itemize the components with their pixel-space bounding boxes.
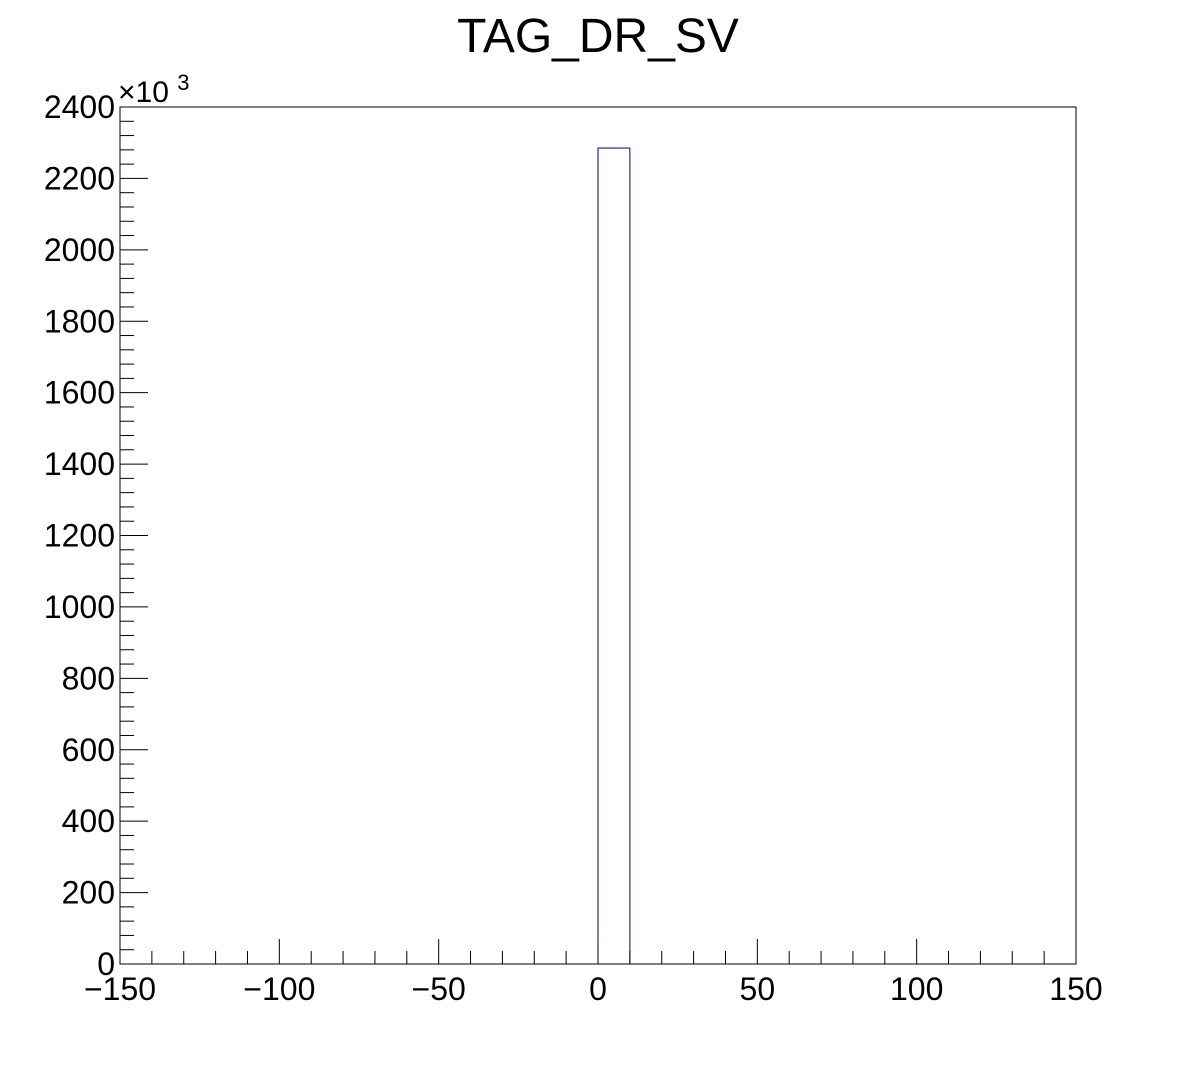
y-tick-label-800: 800 [62,660,115,696]
plot-frame [119,106,1077,965]
y-tick-label-1600: 1600 [44,375,115,411]
x-axis-ticks [119,939,1077,964]
y-tick-label-1800: 1800 [44,303,115,339]
x-axis-tick-labels: −150 −100 −50 0 50 100 150 [84,971,1103,1007]
y-tick-label-400: 400 [62,803,115,839]
chart-title: TAG_DR_SV [457,10,739,63]
y-tick-label-200: 200 [62,875,115,911]
y-tick-label-1000: 1000 [44,589,115,625]
x-tick-label--150: −150 [84,971,156,1007]
y-tick-label-2200: 2200 [44,160,115,196]
y-axis-exponent-base: ×10 [118,76,169,109]
histogram-bar-0 [597,147,631,965]
y-tick-label-2000: 2000 [44,232,115,268]
y-tick-label-0: 0 [97,946,115,982]
x-tick-label--50: −50 [412,971,466,1007]
x-tick-label-0: 0 [589,971,607,1007]
y-tick-label-1400: 1400 [44,446,115,482]
y-axis-exponent-label: ×10 3 [118,70,189,109]
bars-layer [597,147,631,965]
y-axis-exponent-power: 3 [177,70,189,95]
y-tick-label-1200: 1200 [44,518,115,554]
x-tick-label--100: −100 [243,971,315,1007]
x-tick-label-100: 100 [890,971,943,1007]
y-axis-tick-labels: 0 200 400 600 800 1000 1200 1400 1600 1800 2000 220… [44,89,115,982]
y-tick-label-600: 600 [62,732,115,768]
x-tick-label-150: 150 [1049,971,1102,1007]
y-axis-ticks [120,106,148,965]
x-tick-label-50: 50 [740,971,776,1007]
y-tick-label-2400: 2400 [44,89,115,125]
